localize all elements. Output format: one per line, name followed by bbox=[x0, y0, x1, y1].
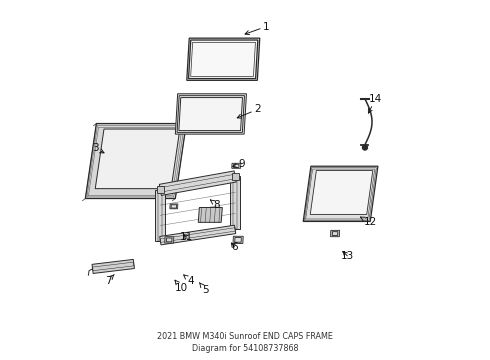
Polygon shape bbox=[92, 260, 134, 274]
Polygon shape bbox=[235, 238, 242, 242]
Text: 3: 3 bbox=[92, 143, 104, 153]
Polygon shape bbox=[155, 190, 165, 241]
Polygon shape bbox=[95, 129, 180, 189]
Text: 2021 BMW M340i Sunroof END CAPS FRAME
Diagram for 54108737868: 2021 BMW M340i Sunroof END CAPS FRAME Di… bbox=[157, 332, 333, 353]
Text: 12: 12 bbox=[361, 217, 377, 227]
Polygon shape bbox=[187, 38, 260, 80]
Polygon shape bbox=[179, 98, 243, 131]
Polygon shape bbox=[159, 171, 236, 195]
Polygon shape bbox=[160, 225, 236, 245]
Text: 1: 1 bbox=[245, 22, 270, 35]
Polygon shape bbox=[232, 163, 241, 168]
Polygon shape bbox=[232, 173, 239, 180]
Polygon shape bbox=[230, 176, 240, 229]
Polygon shape bbox=[167, 238, 172, 242]
Text: 8: 8 bbox=[210, 200, 220, 210]
Text: 11: 11 bbox=[180, 232, 194, 242]
Text: 9: 9 bbox=[233, 159, 245, 169]
Polygon shape bbox=[233, 236, 243, 243]
Text: 5: 5 bbox=[199, 283, 209, 295]
Polygon shape bbox=[303, 166, 378, 221]
Polygon shape bbox=[332, 232, 338, 235]
Polygon shape bbox=[177, 96, 245, 132]
Polygon shape bbox=[85, 123, 186, 198]
Polygon shape bbox=[170, 204, 178, 209]
Polygon shape bbox=[175, 94, 246, 134]
Polygon shape bbox=[234, 164, 239, 167]
Polygon shape bbox=[171, 205, 176, 208]
Polygon shape bbox=[198, 207, 222, 222]
Text: 6: 6 bbox=[231, 242, 238, 252]
Text: 4: 4 bbox=[184, 275, 194, 285]
Polygon shape bbox=[331, 230, 340, 237]
Polygon shape bbox=[191, 42, 255, 76]
Text: 14: 14 bbox=[368, 94, 382, 113]
Text: 7: 7 bbox=[105, 274, 114, 285]
Polygon shape bbox=[157, 186, 164, 193]
Text: 13: 13 bbox=[341, 251, 354, 261]
Circle shape bbox=[363, 145, 368, 150]
Text: 10: 10 bbox=[175, 280, 188, 293]
Text: 2: 2 bbox=[237, 104, 261, 118]
Polygon shape bbox=[189, 40, 258, 78]
Polygon shape bbox=[310, 171, 373, 215]
Polygon shape bbox=[165, 237, 174, 243]
